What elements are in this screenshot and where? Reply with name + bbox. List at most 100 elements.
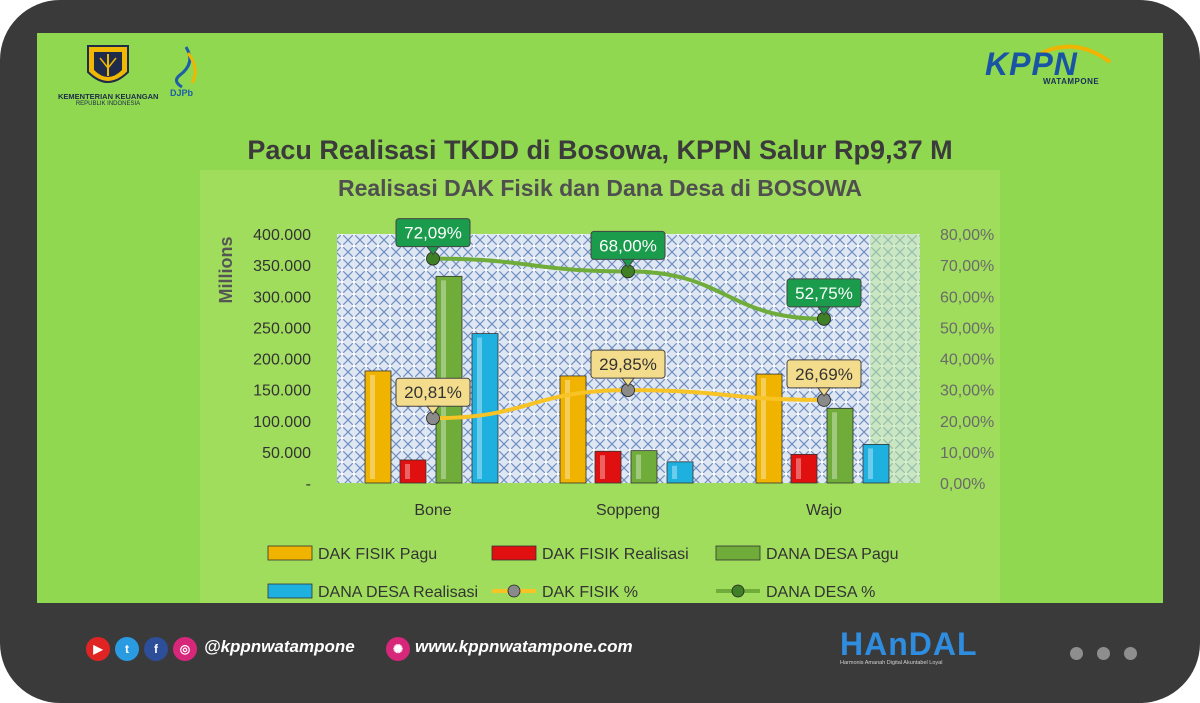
bar-highlight [370,374,375,479]
legend-label: DANA DESA % [766,584,875,601]
bar-highlight [868,448,873,479]
data-label: 29,85% [599,355,657,374]
dot-icon [1124,647,1137,660]
youtube-icon[interactable]: ▶ [86,637,110,661]
bar-highlight [796,458,801,479]
bar-highlight [477,337,482,479]
legend: DAK FISIK Pagu DAK FISIK Realisasi DANA DE… [267,545,899,601]
bar [594,450,622,484]
data-label: 20,81% [404,383,462,402]
bar [826,407,854,484]
dot-icon [1070,647,1083,660]
data-label-pointer [817,387,831,397]
social-handle[interactable]: @kppnwatampone [204,637,355,656]
legend-swatch [267,545,313,561]
legend-swatch [715,545,761,561]
kemenkeu-line1: KEMENTERIAN KEUANGAN [58,92,159,101]
y2-tick-label: 0,00% [940,476,985,493]
bar-highlight [565,379,570,479]
website-link[interactable]: www.kppnwatampone.com [415,637,633,656]
bar-highlight [761,378,766,479]
headline: Pacu Realisasi TKDD di Bosowa, KPPN Salu… [247,135,953,165]
data-label-pointer [621,377,635,387]
djpb-logo: DJPb [164,45,209,105]
legend-marker [507,584,521,598]
lines: 20,81% 29,85% 26,69% 72,09% 68,00% 52,75% [395,218,862,426]
x-tick-label: Bone [414,502,451,519]
dot-icon [1097,647,1110,660]
y2-tick-label: 60,00% [940,289,994,306]
legend-label: DAK FISIK Realisasi [542,546,689,563]
y-tick-label: - [306,476,311,493]
bar [399,459,427,484]
handal-logo: HAnDAL Harmonis Amanah Digital Akuntabel… [840,626,1010,670]
handal-word: HAnDAL [840,626,978,662]
data-label: 68,00% [599,236,657,255]
kppn-sub-text: WATAMPONE [1043,77,1100,86]
footer: ▶ t f ◎ @kppnwatampone ✺ www.kppnwatampo… [0,620,1200,680]
legend-marker [731,584,745,598]
y2-tick-label: 80,00% [940,227,994,244]
data-label-pointer [426,405,440,416]
bars [364,275,890,484]
y2-tick-label: 70,00% [940,258,994,275]
twitter-icon[interactable]: t [115,637,139,661]
kemenkeu-emblem-icon [87,45,129,83]
y-tick-label: 150.000 [253,383,311,400]
plot-right-shade [870,234,920,483]
y-tick-label: 300.000 [253,289,311,306]
bar-highlight [832,412,837,479]
legend-swatch [267,583,313,599]
data-label-pointer [426,246,440,256]
legend-label: DANA DESA Realisasi [318,584,478,601]
y2-tick-label: 40,00% [940,352,994,369]
bar-highlight [672,465,677,479]
data-label-pointer [817,306,831,316]
y-axis-label: Millions [216,237,236,304]
x-axis-labels: Bone Soppeng Wajo [414,502,842,519]
legend-swatch [491,545,537,561]
djpb-emblem-icon [175,46,197,89]
bar [630,450,658,484]
kppn-logo-text: KPPN [985,46,1078,82]
data-label-pointer [621,258,635,269]
handal-values: Harmonis Amanah Digital Akuntabel Loyal [840,660,943,666]
legend-label: DANA DESA Pagu [766,546,899,563]
y-tick-label: 350.000 [253,258,311,275]
y-axis-ticks: - 50.000 100.000 150.000 200.000 250.000 300.0… [253,227,311,493]
bar-highlight [405,463,410,479]
y2-axis-ticks: 0,00% 10,00% 20,00% 30,00% 40,00% 50,00% 60,00… [940,227,994,493]
x-tick-label: Wajo [806,502,842,519]
data-label: 52,75% [795,284,853,303]
legend-label: DAK FISIK Pagu [318,546,437,563]
kemenkeu-logo: KEMENTERIAN KEUANGAN REPUBLIK INDONESIA [58,42,158,110]
bar [666,461,694,484]
x-tick-label: Soppeng [596,502,660,519]
chart-title: Realisasi DAK Fisik dan Dana Desa di BOS… [338,175,862,201]
legend-label: DAK FISIK % [542,584,638,601]
y-tick-label: 400.000 [253,227,311,244]
facebook-icon[interactable]: f [144,637,168,661]
bar [471,333,499,484]
kemenkeu-line2: REPUBLIK INDONESIA [75,101,141,107]
bar [790,453,818,484]
bar [364,370,392,484]
kppn-logo: KPPN WATAMPONE [985,42,1120,92]
bar-highlight [600,455,605,479]
y-tick-label: 200.000 [253,352,311,369]
y-tick-label: 50.000 [262,445,311,462]
y-tick-label: 250.000 [253,320,311,337]
y-tick-label: 100.000 [253,414,311,431]
kppn-swoosh-icon [1039,44,1112,64]
instagram-icon[interactable]: ◎ [173,637,197,661]
website-icon[interactable]: ✺ [386,637,410,661]
bar [862,444,890,484]
y2-tick-label: 50,00% [940,320,994,337]
y2-tick-label: 30,00% [940,383,994,400]
bar-highlight [636,454,641,479]
y2-tick-label: 20,00% [940,414,994,431]
data-label: 26,69% [795,365,853,384]
djpb-label: DJPb [170,88,194,98]
bar [755,373,783,484]
